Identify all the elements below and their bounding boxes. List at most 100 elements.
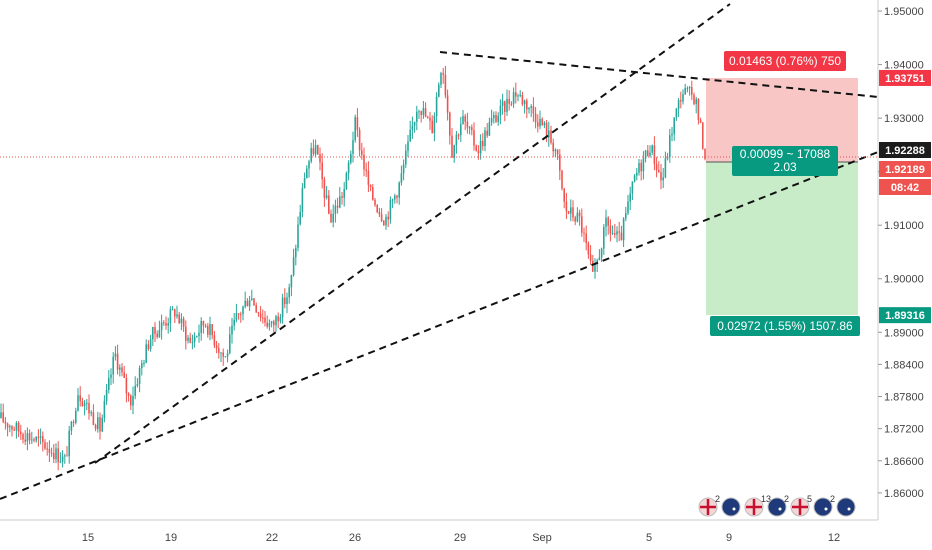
candle-body (394, 195, 396, 200)
candle-body (279, 317, 282, 322)
candle-body (229, 334, 231, 354)
candle-body (669, 135, 671, 158)
candle-body (675, 108, 678, 118)
candle-body (592, 260, 594, 272)
candle-body (603, 226, 605, 249)
candle-body (354, 117, 356, 141)
candle-body (345, 173, 348, 189)
candle-body (350, 153, 352, 163)
candle-body (369, 184, 372, 188)
candle-body (457, 134, 460, 136)
candle-body (697, 98, 700, 120)
candle-body (4, 421, 7, 424)
candle-body (647, 150, 649, 156)
candle-body (438, 84, 440, 97)
candle-body (539, 118, 541, 127)
candle-body (53, 453, 55, 460)
trendline-resistance[interactable] (439, 51, 879, 98)
candle-body (259, 313, 262, 318)
flag-star (732, 507, 736, 511)
candle-body (24, 439, 26, 442)
candle-body (405, 150, 407, 165)
event-count: 5 (807, 494, 812, 504)
stop-price-tag-bg (879, 69, 931, 86)
x-tick-label: 12 (828, 532, 840, 544)
candle-body (264, 317, 266, 323)
entry-label-line1: 0.00099 ~ 17088 (740, 147, 831, 161)
trendline-upper[interactable] (94, 3, 731, 464)
candle-body (427, 116, 429, 118)
y-tick-label: 1.88400 (884, 359, 924, 371)
entry-label-line2: 2.03 (773, 160, 797, 174)
y-tick-label: 1.87200 (884, 424, 924, 436)
candle-body (31, 439, 33, 441)
candle-body (367, 170, 370, 185)
candle-body (497, 115, 499, 122)
x-tick-label: Sep (532, 532, 552, 544)
candle-body (288, 287, 290, 298)
y-tick-label: 1.86000 (884, 488, 924, 500)
target-label-box[interactable] (710, 316, 860, 336)
candle-body (101, 418, 103, 432)
candle-body (411, 125, 414, 130)
candle-body (611, 232, 614, 234)
candle-body (550, 130, 552, 143)
x-tick-label: 5 (646, 532, 652, 544)
candle-body (352, 140, 354, 154)
candle-body (332, 213, 334, 223)
candle-body (365, 169, 367, 171)
candle-body (629, 193, 631, 202)
candle-body (138, 367, 141, 384)
candle-body (660, 172, 662, 181)
candle-body (523, 100, 526, 105)
candle-body (141, 363, 143, 368)
candle-body (695, 98, 697, 105)
australia-flag-icon[interactable] (836, 497, 856, 517)
candle-body (559, 154, 561, 171)
candle-body (433, 115, 436, 133)
candle-body (387, 216, 389, 220)
y-tick-label: 1.90000 (884, 274, 924, 286)
australia-flag-icon[interactable] (767, 497, 787, 517)
candle-body (281, 297, 284, 318)
event-count: 13 (761, 494, 771, 504)
candle-body (136, 383, 139, 386)
candle-body (631, 181, 634, 194)
candle-body (57, 448, 59, 463)
candle-body (475, 145, 477, 151)
candle-body (323, 179, 326, 198)
candle-body (691, 87, 693, 95)
candle-body (154, 326, 156, 334)
candle-body (202, 320, 205, 326)
candle-body (673, 117, 675, 134)
candle-body (334, 205, 337, 214)
candle-body (257, 312, 260, 314)
australia-flag-icon[interactable] (721, 497, 741, 517)
candle-body (385, 216, 387, 226)
candle-body (356, 117, 359, 131)
stop-price-tag: 1.93751 (885, 73, 925, 85)
candle-body (510, 103, 513, 105)
candle-body (363, 154, 365, 170)
candle-body (317, 145, 319, 155)
candle-body (88, 402, 90, 414)
candle-body (486, 130, 488, 136)
australia-flag-icon[interactable] (813, 497, 833, 517)
candle-body (97, 417, 99, 429)
candle-body (380, 214, 383, 221)
entry-label-box[interactable] (732, 146, 838, 176)
candle-body (149, 339, 152, 349)
take-profit-zone[interactable] (706, 162, 858, 316)
candle-body (424, 108, 427, 117)
countdown-tag: 08:42 (891, 182, 919, 194)
candle-body (266, 322, 268, 327)
stop-label-box[interactable] (724, 51, 846, 71)
trendline-lower[interactable] (0, 151, 879, 500)
candle-body (193, 336, 196, 343)
candle-body (290, 274, 293, 288)
candle-body (495, 115, 497, 122)
candle-body (17, 422, 20, 432)
candle-body (134, 385, 136, 397)
candle-body (125, 377, 128, 394)
